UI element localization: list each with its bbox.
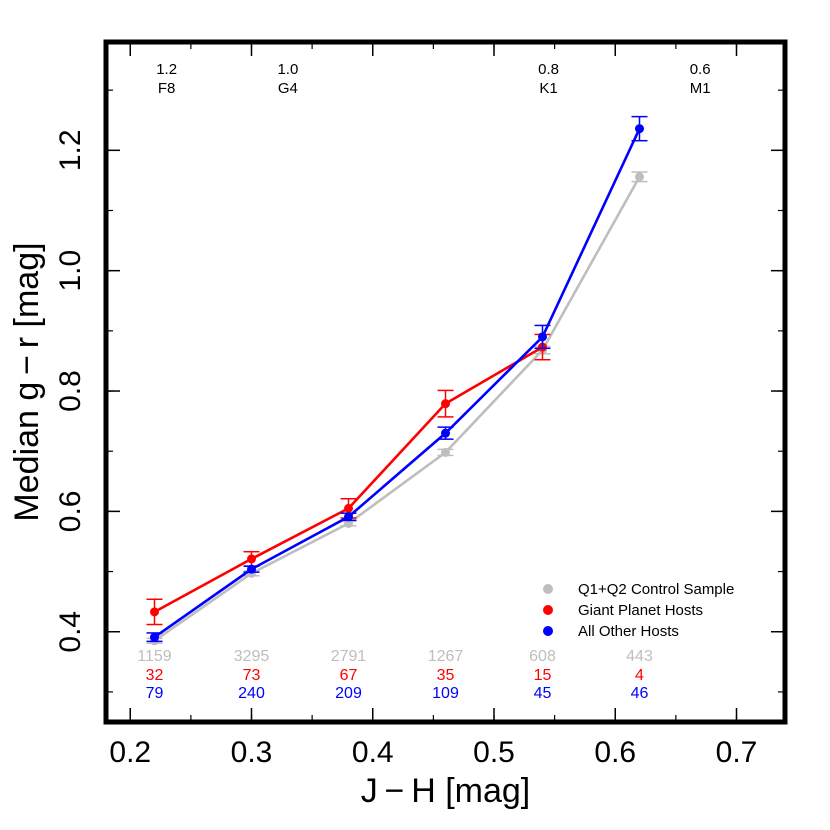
- y-tick-label: 1.0: [54, 250, 87, 292]
- axis-ticks: 0.2 0.3 0.4 0.5 0.6 0.7 0.4 0.6 0.8 1.0 1.2: [54, 42, 785, 769]
- data-point: [635, 124, 644, 134]
- count-label: 67: [340, 667, 358, 684]
- series-line: [153, 345, 544, 614]
- data-point: [344, 512, 353, 522]
- series-giant-planet-hosts: [146, 333, 551, 626]
- data-point: [441, 428, 450, 438]
- top-annotations: 1.2 F8 1.0 G4 0.8 K1 0.6 M1: [156, 61, 710, 97]
- count-label: 35: [437, 667, 455, 684]
- series-all-other-hosts: [146, 115, 648, 643]
- y-tick-label: 1.2: [54, 129, 87, 171]
- legend-marker: [543, 584, 553, 594]
- y-axis-label: Median g − r [mag]: [8, 242, 46, 521]
- data-point: [344, 503, 353, 513]
- top-mass-label: 0.8: [538, 61, 559, 78]
- x-tick-label: 0.2: [109, 736, 151, 769]
- count-label: 46: [631, 685, 649, 702]
- legend-entry-label: Giant Planet Hosts: [578, 602, 703, 619]
- count-label: 79: [146, 685, 164, 702]
- x-tick-label: 0.4: [352, 736, 394, 769]
- count-label: 4: [635, 667, 644, 684]
- y-tick-label: 0.4: [54, 611, 87, 653]
- top-spectral-type-label: M1: [690, 80, 711, 97]
- data-point: [635, 172, 644, 182]
- count-label: 109: [432, 685, 459, 702]
- data-point: [344, 518, 353, 528]
- data-point: [441, 399, 450, 409]
- count-label: 2791: [331, 648, 367, 665]
- top-mass-label: 1.0: [277, 61, 298, 78]
- top-mass-label: 0.6: [690, 61, 711, 78]
- count-label: 45: [534, 685, 552, 702]
- count-label: 32: [146, 667, 164, 684]
- legend: Q1+Q2 Control Sample Giant Planet Hosts Al…: [543, 581, 734, 640]
- count-label: 209: [335, 685, 362, 702]
- top-spectral-type-label: K1: [539, 80, 557, 97]
- count-label: 608: [529, 648, 556, 665]
- count-label: 3295: [234, 648, 270, 665]
- y-tick-label: 0.8: [54, 370, 87, 412]
- top-mass-label: 1.2: [156, 61, 177, 78]
- legend-marker: [543, 605, 553, 615]
- top-spectral-type-label: G4: [278, 80, 298, 97]
- count-label: 73: [243, 667, 261, 684]
- x-tick-label: 0.5: [473, 736, 515, 769]
- data-point: [441, 447, 450, 457]
- x-tick-label: 0.7: [716, 736, 758, 769]
- data-point: [538, 332, 547, 342]
- data-point: [150, 632, 159, 642]
- y-tick-label: 0.6: [54, 491, 87, 533]
- count-labels: 1159 3295 2791 1267 608 443 32 73 67 35 15 4 79 240 20…: [137, 648, 653, 702]
- x-tick-label: 0.3: [231, 736, 273, 769]
- count-label: 443: [626, 648, 653, 665]
- x-tick-label: 0.6: [594, 736, 636, 769]
- legend-marker: [543, 626, 553, 636]
- series-line: [153, 176, 641, 642]
- data-point: [247, 564, 256, 574]
- series-layer: [146, 115, 648, 646]
- count-label: 1267: [428, 648, 464, 665]
- count-label: 15: [534, 667, 552, 684]
- x-axis-label: J − H [mag]: [361, 772, 531, 810]
- data-point: [150, 607, 159, 617]
- top-spectral-type-label: F8: [158, 80, 176, 97]
- series-line: [153, 128, 641, 639]
- plot-frame: [103, 39, 788, 725]
- data-point: [247, 554, 256, 564]
- count-label: 1159: [137, 648, 172, 665]
- legend-entry-label: All Other Hosts: [578, 623, 679, 640]
- count-label: 240: [238, 685, 265, 702]
- legend-entry-label: Q1+Q2 Control Sample: [578, 581, 734, 598]
